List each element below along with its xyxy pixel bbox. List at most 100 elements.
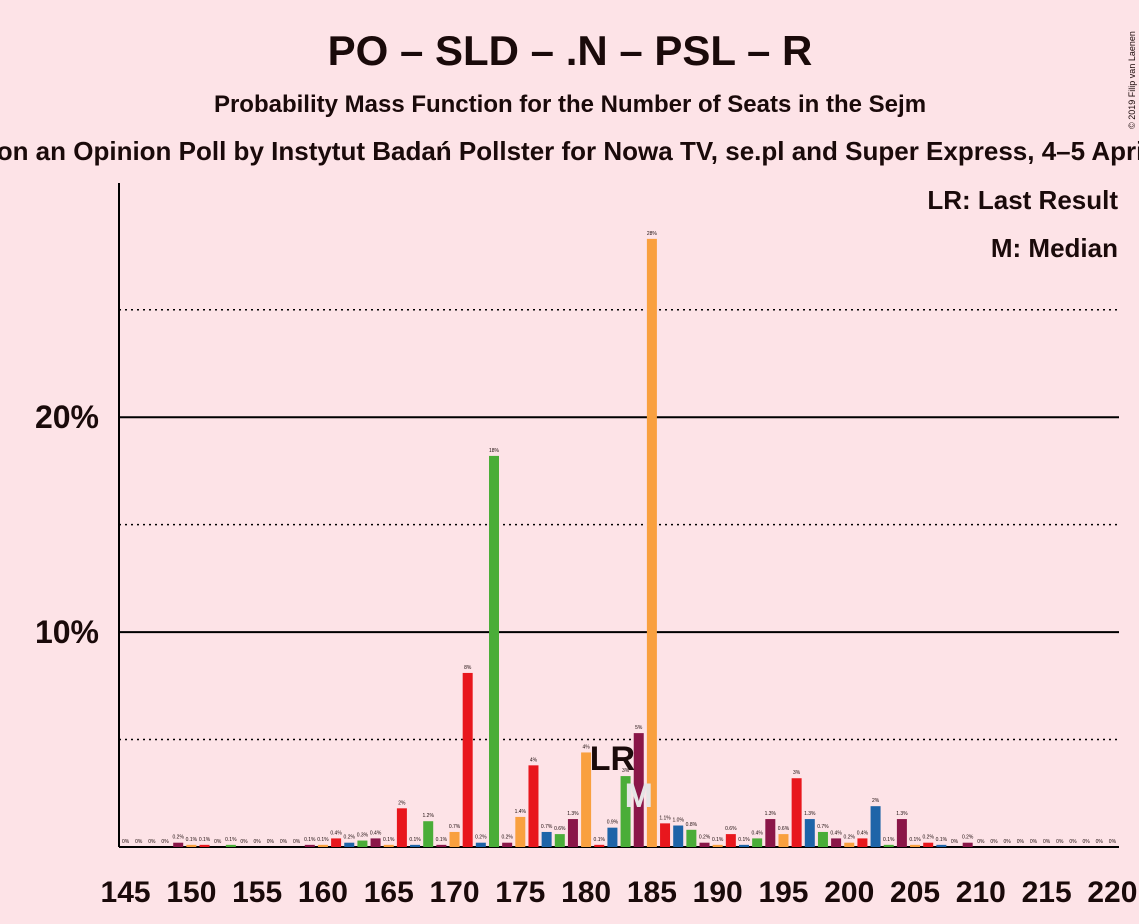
bar <box>541 831 552 847</box>
x-tick-label: 155 <box>232 876 282 909</box>
x-tick-label: 195 <box>758 876 808 909</box>
bar <box>817 831 828 847</box>
value-label: 4% <box>530 757 538 763</box>
legend-note: LR: Last Result <box>927 185 1118 215</box>
bar <box>673 825 684 847</box>
y-tick-label: 10% <box>35 614 99 650</box>
value-label: 0.1% <box>936 837 948 843</box>
bar <box>462 672 473 847</box>
bar <box>225 844 236 847</box>
bar <box>357 840 368 847</box>
bar <box>778 834 789 847</box>
value-label: 0.4% <box>330 830 342 836</box>
value-label: 0% <box>161 839 169 845</box>
value-label: 0% <box>1017 839 1025 845</box>
bar <box>554 834 565 847</box>
value-label: 1.2% <box>423 813 435 819</box>
value-label: 0.2% <box>344 835 356 841</box>
bar <box>725 834 736 847</box>
value-label: 0% <box>267 839 275 845</box>
value-label: 0% <box>254 839 262 845</box>
value-label: 0.1% <box>594 837 606 843</box>
bar <box>423 821 434 847</box>
value-label: 0% <box>214 839 222 845</box>
value-label: 0.6% <box>554 826 566 832</box>
bar <box>936 844 947 847</box>
value-label: 0.1% <box>317 837 329 843</box>
value-label: 0.1% <box>883 837 895 843</box>
value-label: 0% <box>293 839 301 845</box>
chart-source: on an Opinion Poll by Instytut Badań Pol… <box>0 136 1139 166</box>
bar <box>396 808 407 847</box>
value-label: 0.8% <box>686 822 698 828</box>
bar <box>765 819 776 847</box>
bar <box>331 838 342 847</box>
bar <box>804 819 815 847</box>
bar <box>502 842 513 847</box>
bar <box>581 752 592 847</box>
bar <box>923 842 934 847</box>
y-tick-label: 20% <box>35 399 99 435</box>
value-label: 0% <box>1069 839 1077 845</box>
value-label: 0% <box>990 839 998 845</box>
value-label: 0.4% <box>857 830 869 836</box>
value-label: 0% <box>1043 839 1051 845</box>
value-label: 0% <box>280 839 288 845</box>
value-label: 0.6% <box>725 826 737 832</box>
bar <box>567 819 578 847</box>
value-label: 0.7% <box>817 824 829 830</box>
bar <box>528 765 539 847</box>
value-label: 0.1% <box>738 837 750 843</box>
value-label: 0.1% <box>712 837 724 843</box>
value-label: 3% <box>793 770 801 776</box>
value-label: 0.2% <box>923 835 935 841</box>
value-label: 0% <box>1096 839 1104 845</box>
value-label: 0% <box>1056 839 1064 845</box>
bar <box>844 842 855 847</box>
x-tick-label: 185 <box>627 876 677 909</box>
bar <box>489 455 499 847</box>
value-label: 0% <box>122 839 130 845</box>
bar <box>317 844 328 847</box>
value-label: 3% <box>622 768 630 774</box>
value-label: 0.1% <box>225 837 237 843</box>
median-marker: M <box>625 777 653 815</box>
bar <box>304 844 315 847</box>
copyright: © 2019 Filip van Laenen <box>1127 31 1137 129</box>
bar <box>515 816 526 847</box>
value-label: 0% <box>1004 839 1012 845</box>
x-tick-label: 200 <box>824 876 874 909</box>
x-tick-label: 165 <box>364 876 414 909</box>
value-label: 0.1% <box>199 837 211 843</box>
value-label: 1.3% <box>804 811 816 817</box>
value-label: 1.0% <box>673 818 685 824</box>
value-label: 0% <box>1082 839 1090 845</box>
bar <box>186 844 197 847</box>
x-tick-label: 170 <box>429 876 479 909</box>
value-label: 0.1% <box>383 837 395 843</box>
bar <box>344 842 355 847</box>
value-label: 2% <box>398 800 406 806</box>
value-label: 0.1% <box>186 837 198 843</box>
value-label: 0% <box>977 839 985 845</box>
x-tick-label: 210 <box>956 876 1006 909</box>
value-label: 0% <box>1030 839 1038 845</box>
bar <box>699 842 710 847</box>
bar <box>791 778 802 847</box>
value-label: 0.4% <box>370 830 382 836</box>
x-tick-label: 215 <box>1022 876 1072 909</box>
value-label: 1.1% <box>659 815 671 821</box>
last-result-marker: LR <box>590 740 635 778</box>
value-label: 0.7% <box>449 824 461 830</box>
chart-title: PO – SLD – .N – PSL – R <box>328 27 813 74</box>
value-label: 0.4% <box>830 830 842 836</box>
x-tick-label: 160 <box>298 876 348 909</box>
bar <box>646 238 657 847</box>
value-label: 4% <box>582 744 590 750</box>
x-tick-label: 180 <box>561 876 611 909</box>
value-label: 5% <box>635 725 643 731</box>
bar <box>199 844 210 847</box>
x-tick-label: 150 <box>166 876 216 909</box>
bar <box>660 823 671 847</box>
